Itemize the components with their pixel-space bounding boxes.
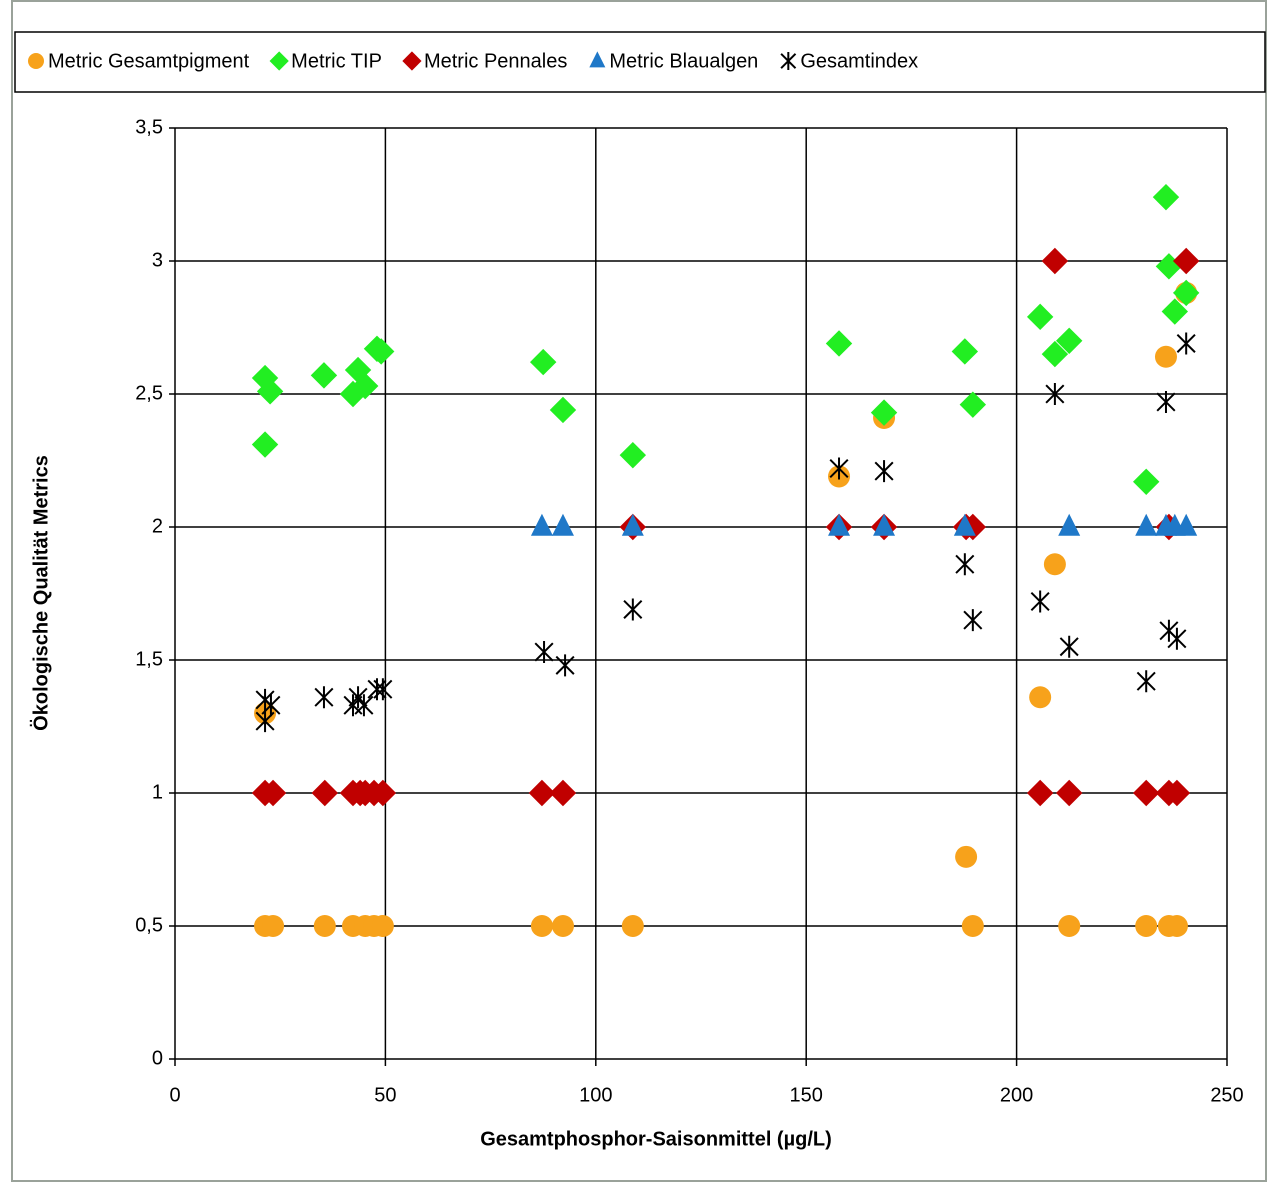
data-point [314, 915, 336, 937]
y-tick-label: 3,5 [135, 116, 163, 138]
legend-label: Gesamtindex [800, 50, 918, 72]
legend-marker [28, 53, 44, 69]
x-tick-label: 200 [1000, 1084, 1033, 1106]
y-tick-label: 0 [152, 1047, 163, 1069]
data-point [262, 915, 284, 937]
data-point [1044, 553, 1066, 575]
data-point [962, 915, 984, 937]
data-point [1135, 915, 1157, 937]
x-tick-label: 150 [790, 1084, 823, 1106]
x-axis-title: Gesamtphosphor-Saisonmittel (µg/L) [480, 1128, 832, 1150]
data-point [1058, 915, 1080, 937]
x-tick-label: 250 [1210, 1084, 1243, 1106]
data-point [622, 915, 644, 937]
chart: Metric Gesamtpigment Metric TIP Metric Pen… [0, 0, 1268, 1182]
y-tick-label: 1 [152, 781, 163, 803]
y-tick-label: 0,5 [135, 914, 163, 936]
y-tick-label: 3 [152, 249, 163, 271]
data-point [552, 915, 574, 937]
legend-label: Metric TIP [291, 50, 382, 72]
data-point [1155, 346, 1177, 368]
legend-label: Metric Gesamtpigment [48, 50, 250, 72]
legend-label: Metric Pennales [424, 50, 567, 72]
y-tick-label: 2 [152, 515, 163, 537]
y-tick-label: 1,5 [135, 648, 163, 670]
y-axis-title: Ökologische Qualität Metrics [29, 455, 52, 731]
data-point [1166, 915, 1188, 937]
data-point [955, 846, 977, 868]
x-tick-label: 0 [169, 1084, 180, 1106]
data-point [1029, 686, 1051, 708]
data-point [531, 915, 553, 937]
y-tick-label: 2,5 [135, 382, 163, 404]
x-tick-label: 100 [579, 1084, 612, 1106]
x-tick-label: 50 [374, 1084, 396, 1106]
legend-label: Metric Blaualgen [609, 50, 758, 72]
background [0, 0, 1268, 1182]
data-point [372, 915, 394, 937]
